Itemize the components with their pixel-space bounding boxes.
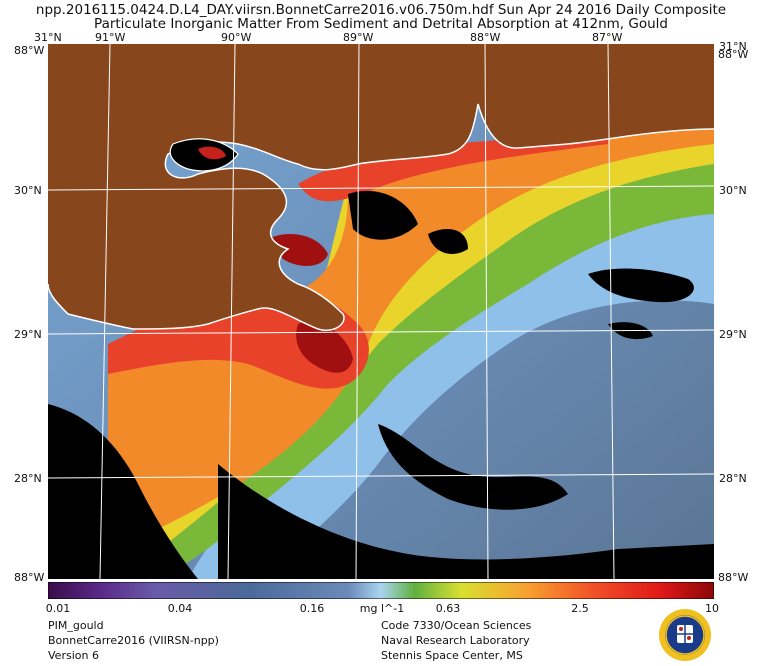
lon-label-87w: 87°W [592,31,623,44]
colorbar-tick-0-04: 0.04 [167,602,193,615]
header-title-line1: npp.2016115.0424.D.L4_DAY.viirsn.BonnetC… [35,2,727,18]
colorbar-tick-2-5: 2.5 [571,602,589,615]
lat-label-right-28n: 28°N [719,472,747,485]
header-title-line2: Particulate Inorganic Matter From Sedime… [94,16,668,32]
corner-label-top-left-lat: 31°N [34,31,62,44]
corner-label-top-right-lat: 31°N [719,40,747,53]
footer-version: Version 6 [48,649,99,662]
colorbar [47,581,715,600]
colorbar-gradient [47,581,715,600]
dark-red-core [296,321,353,373]
nrl-logo-icon [658,608,712,662]
nodata-bottom [218,464,714,579]
map-canvas [48,44,714,579]
lon-label-90w: 90°W [221,31,252,44]
footer-left: PIM_gould BonnetCarre2016 (VIIRSN-npp) V… [48,618,219,663]
footer-lab: Naval Research Laboratory [381,634,530,647]
colorbar-tick-0-01: 0.01 [45,602,71,615]
orange-water [108,122,714,534]
graticule [48,44,714,579]
corner-label-top-right: 88°W [718,48,749,61]
lon-label-88w: 88°W [470,31,501,44]
satellite-map [48,44,714,579]
footer-dataset: BonnetCarre2016 (VIIRSN-npp) [48,634,219,647]
green-water [128,139,714,579]
footer-code: Code 7330/Ocean Sciences [381,619,532,632]
lat-label-right-30n: 30°N [719,184,747,197]
lat-label-left-29n: 29°N [14,328,42,341]
lat-label-right-29n: 29°N [719,328,747,341]
footer-product: PIM_gould [48,619,104,632]
coastline [48,103,714,331]
corner-label-top-left: 88°W [14,44,45,57]
colorbar-tick-0-63: 0.63 [435,602,461,615]
colorbar-unit: mg l^-1 [359,602,405,615]
light-blue-water [188,179,714,579]
footer-right: Code 7330/Ocean Sciences Naval Research … [381,618,531,663]
footer-location: Stennis Space Center, MS [381,649,523,662]
land-area [48,44,714,331]
corner-label-bottom-left: 88°W [14,571,45,584]
nodata-east [588,268,694,303]
nodata-left [48,404,198,579]
colorbar-tick-0-16: 0.16 [299,602,325,615]
lat-label-left-30n: 30°N [14,184,42,197]
lon-label-89w: 89°W [343,31,374,44]
corner-label-bottom-right: 88°W [718,571,749,584]
lon-label-91w: 91°W [95,31,126,44]
lat-label-left-28n: 28°N [14,472,42,485]
colorbar-tick-10: 10 [705,602,719,615]
